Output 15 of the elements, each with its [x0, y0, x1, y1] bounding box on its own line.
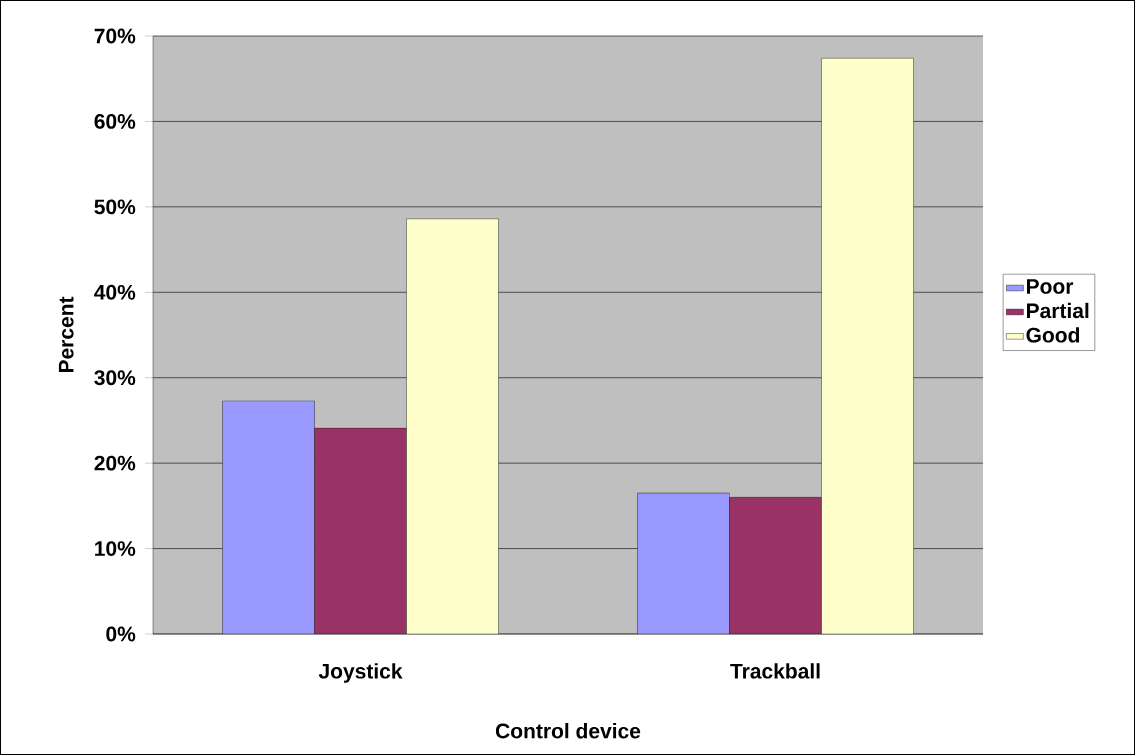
x-axis-title: Control device: [495, 722, 641, 739]
x-tick-label: Trackball: [730, 663, 820, 679]
y-tick-label: 50%: [94, 199, 136, 215]
x-tick-label: Joystick: [318, 663, 403, 683]
y-tick-label: 60%: [94, 113, 136, 129]
legend-label: Partial: [1027, 302, 1089, 319]
y-tick-label: 0%: [106, 626, 136, 642]
y-tick-label: 20%: [94, 455, 136, 471]
y-tick-label: 10%: [95, 541, 136, 556]
legend-label: Poor: [1027, 279, 1074, 294]
y-tick-label: 30%: [94, 370, 136, 386]
legend-label: Good: [1026, 327, 1080, 343]
y-axis-title: Percent: [58, 296, 74, 373]
y-tick-label: 70%: [94, 28, 136, 44]
y-tick-label: 40%: [94, 284, 136, 300]
